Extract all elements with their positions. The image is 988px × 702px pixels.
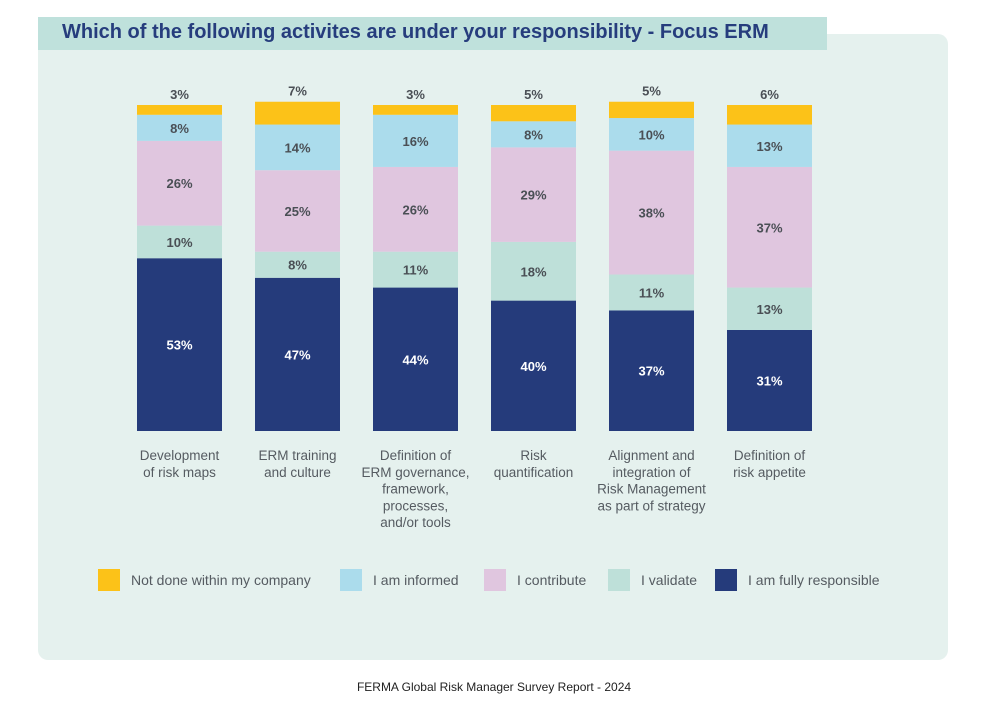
- chart-title: Which of the following activites are und…: [62, 21, 769, 43]
- category-label: Risk: [520, 448, 546, 463]
- data-label: 44%: [402, 352, 428, 367]
- legend-label: I contribute: [517, 572, 587, 588]
- bar-segment: [491, 121, 576, 148]
- data-label: 37%: [756, 220, 782, 235]
- data-label: 26%: [402, 202, 428, 217]
- bar-segment: [373, 114, 458, 167]
- bar-segment: [373, 166, 458, 252]
- category-label: ERM governance,: [361, 465, 469, 480]
- bar-segment: [491, 147, 576, 242]
- category-label: integration of: [612, 465, 690, 480]
- category-label: and culture: [264, 465, 331, 480]
- footer-source: FERMA Global Risk Manager Survey Report …: [356, 680, 632, 694]
- bar-segment: [609, 101, 694, 119]
- category-label: Definition of: [734, 448, 806, 463]
- bar-segment: [727, 105, 812, 125]
- data-label: 13%: [756, 139, 782, 154]
- data-label: 10%: [166, 235, 192, 250]
- data-label: 5%: [524, 87, 543, 102]
- bar-segment: [137, 114, 222, 141]
- category-label: risk appetite: [733, 465, 806, 480]
- data-label: 25%: [284, 204, 310, 219]
- bar-segment: [491, 105, 576, 122]
- legend-swatch: [608, 569, 630, 591]
- data-label: 8%: [170, 121, 189, 136]
- legend-label: I am fully responsible: [748, 572, 880, 588]
- bar-segment: [727, 166, 812, 288]
- category-label: Alignment and: [608, 448, 694, 463]
- data-label: 3%: [170, 87, 189, 102]
- legend-label: I am informed: [373, 572, 459, 588]
- data-label: 11%: [403, 263, 429, 278]
- data-label: 8%: [288, 258, 307, 273]
- bar-segment: [255, 170, 340, 252]
- category-label: processes,: [383, 498, 448, 513]
- bar-segment: [373, 251, 458, 288]
- bar-segment: [137, 258, 222, 431]
- data-label: 10%: [638, 127, 664, 142]
- data-label: 11%: [639, 285, 665, 300]
- data-label: 13%: [756, 302, 782, 317]
- category-label: Definition of: [380, 448, 452, 463]
- bar-segment: [255, 277, 340, 431]
- bar-segment: [609, 310, 694, 431]
- category-label: as part of strategy: [597, 498, 705, 513]
- data-label: 37%: [638, 364, 664, 379]
- category-label: framework,: [382, 482, 449, 497]
- data-label: 14%: [284, 140, 310, 155]
- data-label: 40%: [520, 359, 546, 374]
- data-label: 5%: [642, 84, 661, 99]
- data-label: 29%: [520, 188, 546, 203]
- category-label: Risk Management: [597, 482, 706, 497]
- category-label: of risk maps: [143, 465, 216, 480]
- legend-swatch: [715, 569, 737, 591]
- data-label: 38%: [638, 206, 664, 221]
- bar-segment: [137, 105, 222, 115]
- title-band: [38, 17, 827, 50]
- legend-swatch: [484, 569, 506, 591]
- bar-segment: [491, 300, 576, 431]
- legend-label: I validate: [641, 572, 698, 588]
- bar-segment: [491, 241, 576, 301]
- data-label: 26%: [166, 176, 192, 191]
- category-label: ERM training: [258, 448, 336, 463]
- bar-segment: [727, 329, 812, 431]
- data-label: 47%: [284, 347, 310, 362]
- bar-segment: [609, 118, 694, 151]
- legend-swatch: [98, 569, 120, 591]
- category-label: quantification: [494, 465, 574, 480]
- bar-segment: [727, 287, 812, 330]
- bar-segment: [137, 225, 222, 259]
- legend-label: Not done within my company: [131, 572, 311, 588]
- data-label: 16%: [402, 134, 428, 149]
- bar-segment: [609, 274, 694, 311]
- bar-segment: [727, 124, 812, 167]
- data-label: 18%: [520, 264, 546, 279]
- bar-segment: [255, 251, 340, 278]
- bar-segment: [609, 150, 694, 275]
- bar-segment: [373, 287, 458, 431]
- bar-segment: [255, 101, 340, 125]
- data-label: 53%: [166, 338, 192, 353]
- data-label: 3%: [406, 87, 425, 102]
- category-label: Development: [140, 448, 220, 463]
- data-label: 6%: [760, 87, 779, 102]
- bar-segment: [373, 105, 458, 115]
- data-label: 8%: [524, 127, 543, 142]
- category-label: and/or tools: [380, 515, 451, 530]
- bar-segment: [255, 124, 340, 171]
- legend-swatch: [340, 569, 362, 591]
- data-label: 31%: [756, 373, 782, 388]
- bar-segment: [137, 140, 222, 226]
- data-label: 7%: [288, 84, 307, 99]
